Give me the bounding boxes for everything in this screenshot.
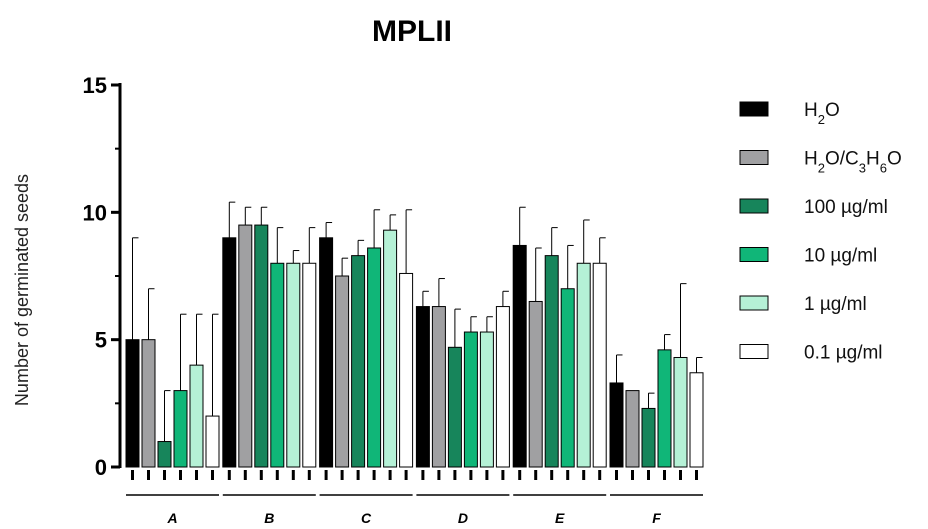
bar [479, 331, 494, 468]
bar [319, 237, 334, 468]
legend: H2O H2O/C3H6O 100 µg/ml 10 µg/ml 1 µg/ml 0.1 … [739, 100, 902, 364]
y-tick-label: 10 [83, 200, 107, 225]
bar [254, 224, 269, 468]
bar [125, 339, 140, 468]
bar [335, 275, 350, 468]
bar [173, 390, 188, 468]
bar [415, 306, 430, 468]
bar [689, 372, 704, 468]
category-label: A [166, 510, 177, 526]
legend-label: H2O/C3H6O [804, 149, 902, 176]
bar [528, 300, 543, 468]
chart-title: MPLII [372, 15, 452, 48]
bar [641, 407, 656, 468]
bar [302, 262, 317, 468]
x-axis-groups: A B C D E F [126, 470, 703, 526]
legend-swatch [739, 101, 769, 117]
category-label: F [652, 510, 661, 526]
bar [495, 306, 510, 468]
legend-swatch [739, 198, 769, 214]
bar [657, 349, 672, 468]
error-bars [132, 201, 703, 442]
legend-swatch [739, 150, 769, 165]
bar [286, 262, 301, 468]
legend-label: 100 µg/ml [804, 197, 888, 218]
bar [383, 229, 398, 468]
legend-label: 10 µg/ml [804, 246, 877, 267]
bar [189, 364, 204, 468]
bar [512, 244, 527, 468]
bar [270, 262, 285, 468]
y-tick-label: 5 [95, 328, 107, 353]
y-axis-label: Number of germinated seeds [12, 174, 32, 406]
category-label: B [264, 510, 274, 526]
y-tick-label: 0 [95, 455, 107, 480]
bars [125, 224, 704, 468]
legend-swatch [739, 295, 769, 311]
bar [238, 224, 253, 468]
bar [609, 382, 624, 468]
legend-swatch [739, 344, 769, 359]
bar [141, 339, 156, 468]
bar [367, 247, 382, 468]
legend-label: 1 µg/ml [804, 294, 867, 315]
bar [431, 306, 446, 468]
category-label: D [458, 510, 468, 526]
legend-label: 0.1 µg/ml [804, 343, 883, 364]
bar [222, 237, 237, 468]
bar [592, 262, 607, 468]
bar [576, 262, 591, 468]
bar [560, 288, 575, 468]
bar [463, 331, 478, 468]
bar [673, 356, 688, 468]
axes: 0 5 10 15 [83, 73, 122, 480]
bar [544, 255, 559, 468]
legend-swatch [739, 247, 769, 262]
y-tick-label: 15 [83, 73, 107, 98]
category-label: E [555, 510, 565, 526]
bar [447, 346, 462, 468]
bar [625, 390, 640, 468]
bar [351, 255, 366, 468]
category-label: C [361, 510, 372, 526]
bar [205, 415, 220, 468]
bar [399, 272, 414, 468]
bar [157, 441, 172, 468]
legend-label: H2O [804, 100, 840, 127]
